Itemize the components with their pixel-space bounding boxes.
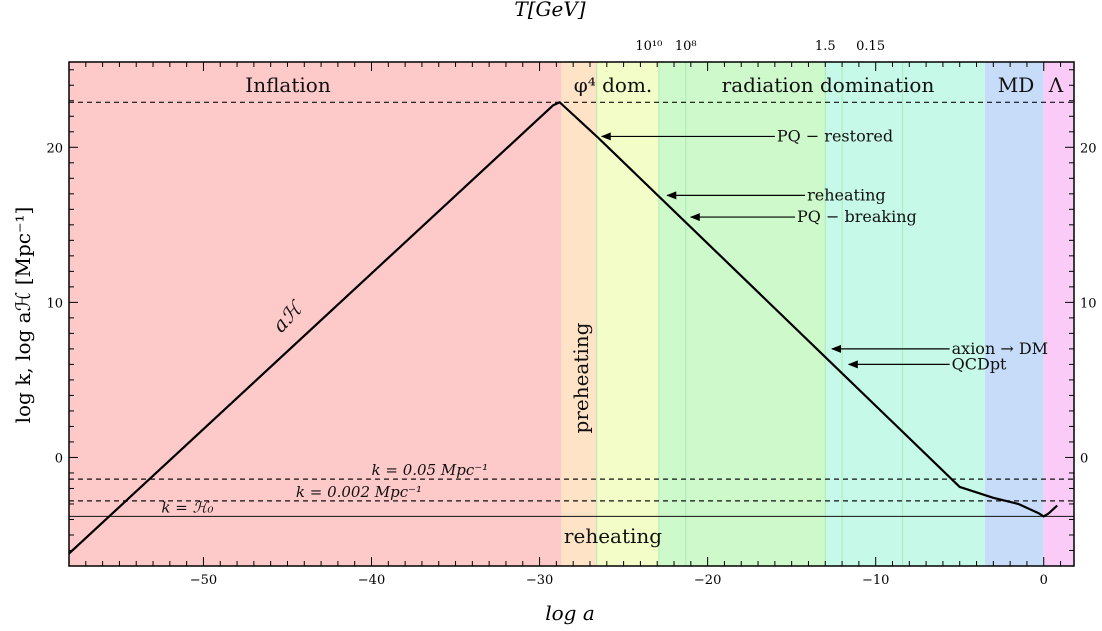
y-tick-label-right: 20 [1080, 141, 1097, 156]
reference-line-label: k = 0.002 Mpc⁻¹ [296, 483, 422, 501]
x-axis-title: log a [545, 601, 595, 625]
era-label-radiation: radiation domination [722, 73, 935, 97]
reference-line-label: k = 0.05 Mpc⁻¹ [372, 461, 489, 479]
top-tick-label: 10⁸ [675, 39, 697, 54]
region-band [1043, 62, 1074, 566]
y-tick-label-left: 0 [55, 451, 63, 466]
era-label-inflation: Inflation [245, 73, 331, 97]
y-tick-label-right: 10 [1080, 296, 1097, 311]
y-axis-title: log k, log aℋ [Mpc⁻¹] [11, 207, 35, 424]
annotation-label: PQ − breaking [797, 207, 917, 226]
x-tick-label: 0 [1040, 573, 1048, 588]
labels: T[GeV] log a log k, log aℋ [Mpc⁻¹] Infla… [11, 0, 1064, 625]
preheating-label: preheating [569, 322, 593, 433]
x-tick-label: −50 [190, 573, 217, 588]
ticks: −50 −40 −30 −20 −10 0 0 0 10 10 20 20 10¹⁰ 10⁸ 1.5 0.15 [46, 39, 1096, 588]
axes-frame [68, 61, 1075, 567]
x-tick-label: −10 [862, 573, 889, 588]
annotation-label: PQ − restored [777, 126, 893, 145]
top-tick-label: 1.5 [815, 39, 836, 54]
region-band [984, 62, 1044, 566]
top-tick-label: 10¹⁰ [635, 39, 662, 54]
region-boundaries [596, 62, 904, 566]
plot-frame [68, 61, 1075, 567]
y-tick-label-left: 10 [46, 296, 63, 311]
x-tick-label: −20 [694, 573, 721, 588]
region-bands [69, 62, 1074, 566]
top-axis-title: T[GeV] [514, 0, 585, 21]
reheating-bottom-label: reheating [564, 524, 662, 548]
era-label-phi4: φ⁴ dom. [574, 73, 653, 97]
x-tick-label: −40 [358, 573, 385, 588]
annotation-label: axion → DM [952, 339, 1048, 358]
region-band [596, 62, 659, 566]
era-label-md: MD [998, 73, 1035, 97]
annotation-label: reheating [807, 185, 886, 204]
x-tick-label: −30 [526, 573, 553, 588]
region-band [658, 62, 826, 566]
annotation-label: QCDpt [952, 354, 1007, 373]
era-label-lambda: Λ [1048, 73, 1064, 97]
region-band [825, 62, 985, 566]
reference-line-label: k = ℋ₀ [161, 498, 213, 516]
y-tick-label-right: 0 [1080, 451, 1088, 466]
series-line-aH [68, 101, 1058, 555]
horizontal-reference-lines: k = 0.05 Mpc⁻¹ k = 0.002 Mpc⁻¹ k = ℋ₀ [69, 101, 1074, 517]
y-tick-label-left: 20 [46, 141, 63, 156]
annotations: PQ − restored reheating PQ − breaking axion… [600, 126, 1048, 373]
top-tick-label: 0.15 [856, 39, 885, 54]
curve-layer [68, 101, 1058, 555]
region-band [69, 62, 562, 566]
region-band [561, 62, 597, 566]
